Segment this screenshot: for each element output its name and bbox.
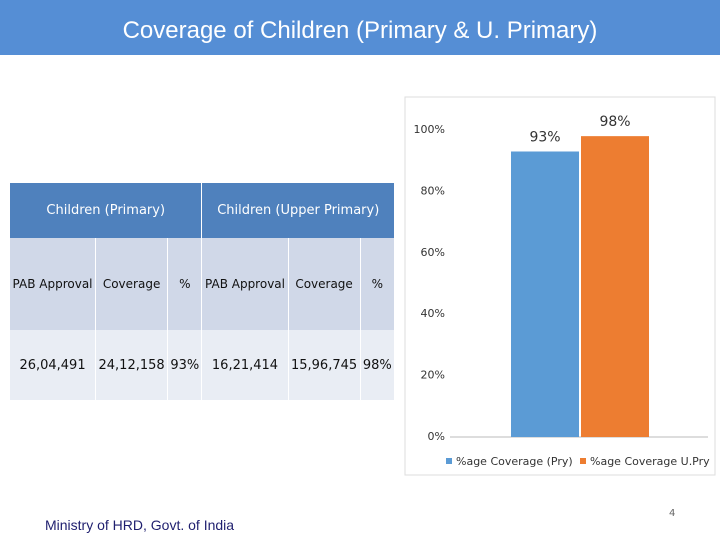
bar <box>511 151 579 438</box>
page-number: 4 <box>669 508 676 519</box>
y-tick-label: 0% <box>428 430 445 443</box>
group-header: Children (Upper Primary) <box>201 183 395 238</box>
data-label: 98% <box>599 114 630 130</box>
legend-label: %age Coverage (Pry) <box>456 455 573 468</box>
column-header: Coverage <box>95 238 169 330</box>
y-tick-label: 40% <box>421 307 445 320</box>
legend-label: %age Coverage U.Pry <box>590 455 710 468</box>
group-header: Children (Primary) <box>10 183 203 238</box>
footer: Ministry of HRD, Govt. of India <box>45 517 235 533</box>
coverage-table: Children (Primary) Children (Upper Prima… <box>10 183 396 400</box>
cell: 16,21,414 <box>201 330 289 400</box>
column-header: PAB Approval <box>10 238 97 330</box>
cell: 26,04,491 <box>10 330 97 400</box>
y-tick-label: 100% <box>414 123 445 136</box>
cell: 98% <box>360 330 396 400</box>
bar <box>581 136 649 437</box>
legend-swatch <box>580 458 586 464</box>
cell: 15,96,745 <box>288 330 361 400</box>
y-tick-label: 60% <box>421 246 445 259</box>
column-header: % <box>360 238 396 330</box>
column-header: PAB Approval <box>201 238 289 330</box>
y-tick-label: 20% <box>421 369 445 382</box>
column-header: Coverage <box>288 238 361 330</box>
legend-swatch <box>446 458 452 464</box>
column-header: % <box>167 238 203 330</box>
cell: 24,12,158 <box>95 330 169 400</box>
data-label: 93% <box>529 129 560 145</box>
cell: 93% <box>167 330 203 400</box>
y-tick-label: 80% <box>421 184 445 197</box>
slide-title: Coverage of Children (Primary & U. Prima… <box>0 0 720 55</box>
